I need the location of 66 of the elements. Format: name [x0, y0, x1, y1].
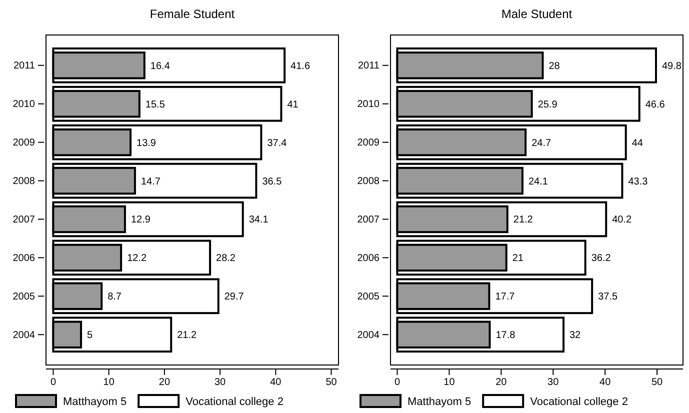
y-tick-label: 2006 — [357, 252, 380, 264]
y-tick-label: 2004 — [357, 330, 380, 341]
legend-label: Vocational college 2 — [530, 396, 628, 408]
data-label: 14.7 — [140, 176, 161, 188]
y-tick-label: 2008 — [357, 176, 380, 187]
y-tick-label: 2004 — [12, 330, 36, 341]
y-tick-label: 2007 — [12, 214, 36, 226]
data-label: 24.1 — [528, 176, 548, 188]
y-tick-label: 2005 — [357, 291, 380, 302]
chart-title: Male Student — [501, 7, 573, 21]
data-label: 8.7 — [108, 292, 122, 303]
chart-title: Female Student — [150, 7, 236, 21]
data-label: 15.5 — [145, 99, 166, 110]
y-tick-label: 2011 — [358, 60, 380, 72]
x-tick-label: 10 — [444, 377, 456, 388]
x-tick-label: 30 — [548, 377, 560, 388]
data-label: 28 — [548, 60, 560, 72]
data-label: 49.8 — [662, 60, 682, 72]
y-tick-label: 2007 — [357, 214, 380, 226]
y-tick-label: 2009 — [357, 138, 380, 149]
y-tick-label: 2010 — [357, 99, 380, 110]
data-label: 37.4 — [267, 138, 288, 149]
y-tick-label: 2006 — [12, 252, 36, 264]
data-label: 25.9 — [538, 99, 558, 110]
legend-label: Vocational college 2 — [186, 396, 284, 408]
data-label: 12.2 — [127, 253, 147, 264]
data-label: 34.1 — [248, 214, 269, 226]
data-label: 21.2 — [513, 214, 534, 226]
x-tick-label: 30 — [214, 377, 226, 388]
data-label: 41 — [287, 99, 299, 110]
data-label: 28.2 — [216, 253, 236, 264]
y-tick-label: 2011 — [13, 60, 36, 72]
data-label: 44 — [632, 138, 644, 149]
x-tick-label: 20 — [158, 377, 170, 388]
data-label: 40.2 — [612, 214, 632, 226]
data-label: 12.9 — [130, 214, 151, 226]
data-label: 13.9 — [136, 138, 156, 149]
data-label: 21.2 — [177, 330, 198, 342]
x-tick-label: 20 — [496, 377, 508, 388]
y-tick-label: 2009 — [12, 138, 36, 149]
y-tick-label: 2008 — [12, 176, 36, 187]
data-label: 37.5 — [598, 292, 618, 303]
data-label: 41.6 — [290, 60, 310, 72]
data-label: 17.7 — [495, 292, 516, 303]
data-label: 21 — [512, 253, 524, 264]
x-tick-label: 0 — [50, 377, 56, 388]
y-tick-label: 2005 — [12, 291, 36, 302]
legend-label: Matthayom 5 — [408, 396, 472, 408]
x-tick-label: 50 — [326, 377, 338, 388]
x-tick-label: 40 — [600, 377, 612, 388]
data-label: 5 — [87, 330, 94, 342]
x-tick-label: 40 — [270, 377, 282, 388]
data-label: 36.5 — [262, 176, 282, 188]
data-label: 46.6 — [645, 99, 666, 110]
data-label: 16.4 — [150, 60, 170, 72]
x-tick-label: 10 — [103, 377, 115, 388]
x-tick-label: 0 — [394, 377, 400, 388]
data-label: 36.2 — [591, 253, 612, 264]
legend-label: Matthayom 5 — [63, 396, 127, 408]
data-label: 43.3 — [628, 176, 648, 188]
data-label: 24.7 — [532, 138, 552, 149]
x-tick-label: 50 — [651, 377, 664, 388]
data-label: 29.7 — [224, 292, 244, 303]
y-tick-label: 2010 — [12, 99, 36, 110]
data-label: 17.8 — [496, 330, 516, 342]
data-label: 32 — [570, 330, 582, 342]
